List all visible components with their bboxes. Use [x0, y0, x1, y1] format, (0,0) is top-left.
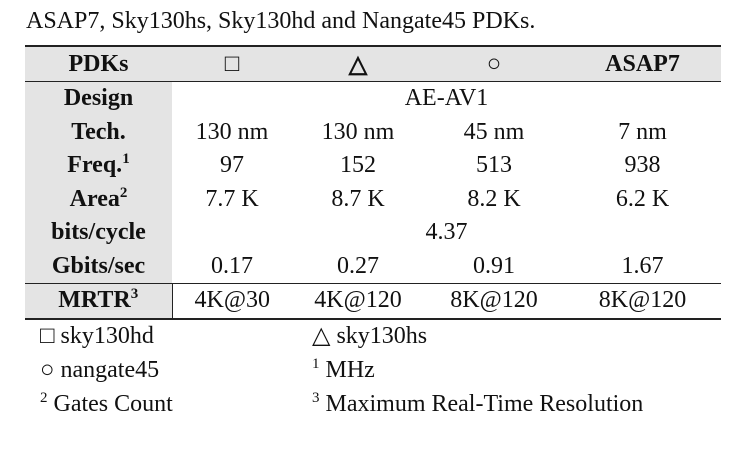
table-cell: 7 nm: [618, 118, 667, 145]
table-row: Tech. 130 nm 130 nm 45 nm 7 nm: [25, 115, 721, 149]
table-row: Gbits/sec 0.17 0.27 0.91 1.67: [25, 249, 721, 284]
table-cell: 4K@30: [172, 283, 292, 320]
footnote: □ sky130hd: [40, 320, 312, 353]
row-label-text: bits/cycle: [51, 219, 146, 246]
row-label: Design: [25, 81, 172, 116]
footnotes: □ sky130hd △ sky130hs ○ nangate45 1 MHz 2 Ga…: [40, 320, 720, 421]
row-label-text: Area: [69, 185, 120, 212]
header-cell: PDKs: [25, 45, 172, 82]
footnote-text: nangate45: [60, 357, 160, 383]
table-cell: 1.67: [621, 252, 664, 279]
footnote-mark: 2: [40, 390, 48, 406]
row-label-text: Tech.: [71, 118, 126, 145]
table-row: Area2 7.7 K 8.7 K 8.2 K 6.2 K: [25, 182, 721, 216]
footnote-text: Maximum Real-Time Resolution: [325, 391, 644, 417]
table-cell: 4.37: [425, 219, 468, 246]
table-row: bits/cycle 4.37: [25, 216, 721, 250]
table-cell: 8.7 K: [331, 185, 385, 212]
table-cell: 938: [624, 152, 661, 179]
row-label: Freq.1: [25, 149, 172, 183]
header-cell: ○: [424, 45, 564, 82]
header-cell: ASAP7: [564, 45, 721, 82]
row-label: Tech.: [25, 115, 172, 149]
footnote-text: MHz: [325, 357, 375, 383]
footnote-text: sky130hs: [336, 323, 428, 349]
table-cell: 6.2 K: [615, 185, 670, 212]
table-cell: 7.7 K: [205, 185, 259, 212]
table-row: MRTR3 4K@30 4K@120 8K@120 8K@120: [25, 283, 721, 320]
row-label-text: Freq.: [67, 152, 123, 179]
row-label-text: Design: [63, 85, 134, 112]
row-label-text: Gbits/sec: [51, 252, 146, 279]
footnote-text: sky130hd: [60, 323, 154, 349]
footnote-text: Gates Count: [53, 391, 173, 417]
table-cell: 8K@120: [424, 283, 564, 320]
footnote-mark: ○: [40, 357, 55, 383]
table-cell: 4K@120: [292, 283, 424, 320]
footnote-mark: □: [40, 323, 55, 349]
table-body: Design AE-AV1 Tech. 130 nm 130 nm 45 nm 7 nm Fr…: [25, 81, 721, 320]
footnote-ref: 1: [122, 151, 130, 168]
header-row: PDKs □ △ ○ ASAP7: [25, 45, 721, 82]
footnote-mark: △: [312, 323, 331, 349]
row-label: Gbits/sec: [25, 249, 172, 284]
footnote-ref: 2: [119, 184, 128, 201]
row-label: MRTR3: [25, 283, 173, 320]
table-cell: 45 nm: [463, 118, 525, 145]
footnote: ○ nangate45: [40, 354, 312, 387]
table-cell: 0.27: [337, 252, 379, 279]
table-cell: 0.17: [211, 252, 253, 279]
footnote-ref: 3: [130, 286, 139, 303]
table-row: Freq.1 97 152 513 938: [25, 149, 721, 183]
footnote-mark: 1: [312, 356, 320, 372]
table-cell: 513: [476, 152, 512, 179]
row-label: Area2: [25, 182, 172, 216]
table-row: Design AE-AV1: [25, 81, 721, 116]
table-cell: 130 nm: [321, 118, 395, 145]
footnote-mark: 3: [312, 390, 320, 406]
footnote: 3 Maximum Real-Time Resolution: [312, 388, 712, 421]
header-cell: □: [172, 45, 292, 82]
table-cell: 0.91: [473, 252, 515, 279]
table-cell: 152: [340, 152, 376, 179]
row-label: bits/cycle: [25, 216, 172, 250]
header-cell: △: [292, 45, 424, 82]
table-cell: 97: [220, 152, 244, 179]
footnote: 2 Gates Count: [40, 388, 312, 421]
footnote: 1 MHz: [312, 354, 712, 387]
table-cell: 8.2 K: [467, 185, 521, 212]
table-cell: 130 nm: [195, 118, 269, 145]
table-cell: AE-AV1: [404, 85, 489, 112]
row-label-text: MRTR: [58, 287, 131, 314]
table: PDKs □ △ ○ ASAP7 Design AE-AV1 Tech. 130 nm 130 …: [25, 45, 721, 320]
table-cell: 8K@120: [564, 283, 721, 320]
footnote: △ sky130hs: [312, 320, 712, 353]
caption: ASAP7, Sky130hs, Sky130hd and Nangate45 …: [26, 8, 536, 34]
